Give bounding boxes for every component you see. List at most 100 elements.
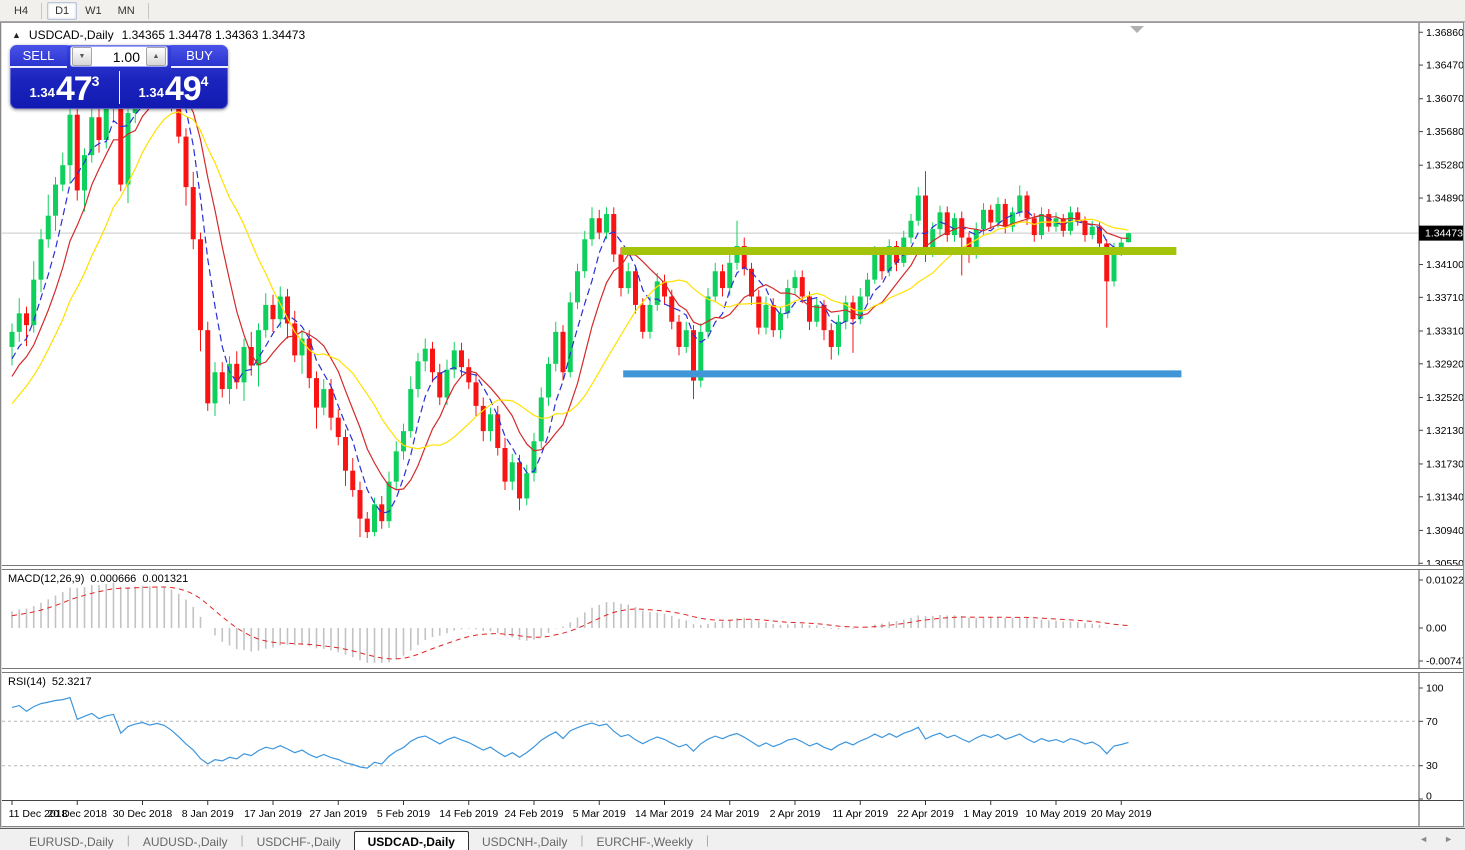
macd-value-signal: 0.001321 <box>142 573 189 585</box>
candlestick <box>1046 214 1052 227</box>
candlestick <box>1089 226 1095 236</box>
candlestick <box>807 296 812 322</box>
candlestick <box>923 195 928 252</box>
candlestick <box>321 389 327 408</box>
buy-button[interactable]: BUY <box>171 45 228 68</box>
candlestick <box>720 271 725 289</box>
candlestick <box>9 331 15 347</box>
rsi-name: RSI(14) <box>8 676 46 688</box>
candlestick <box>749 268 754 297</box>
candlestick <box>988 209 994 223</box>
sell-button[interactable]: SELL <box>10 45 67 68</box>
candlestick <box>756 296 762 328</box>
tab-eurchf-weekly[interactable]: EURCHF-,Weekly <box>596 835 693 849</box>
candlestick <box>299 338 305 356</box>
candlestick <box>379 504 385 522</box>
date-axis-label: 20 May 2019 <box>1091 808 1152 820</box>
price-axis-label: 1.33710 <box>1426 292 1463 304</box>
buy-price-display[interactable]: 1.34 49 4 <box>119 68 228 107</box>
tab-separator: | <box>240 832 244 847</box>
candlestick <box>502 447 508 482</box>
tab-usdchf-daily[interactable]: USDCHF-,Daily <box>256 835 341 849</box>
candlestick <box>727 262 733 289</box>
candlestick <box>1060 218 1066 231</box>
candlestick <box>560 331 566 373</box>
tab-audusd-daily[interactable]: AUDUSD-,Daily <box>142 835 228 849</box>
tab-usdcad-daily[interactable]: USDCAD-,Daily <box>353 831 469 850</box>
macd-indicator-pane: 0.010229 0.00 -0.007477 MACD(12,26,9) 0.00… <box>2 570 1463 668</box>
candlestick <box>524 473 530 499</box>
date-axis-label: 14 Mar 2019 <box>635 808 694 820</box>
tab-eurusd-daily[interactable]: EURUSD-,Daily <box>29 835 114 849</box>
candlestick <box>821 304 827 331</box>
macd-chart-canvas[interactable]: 0.010229 0.00 -0.007477 <box>2 570 1463 668</box>
date-axis-label: 30 Dec 2018 <box>113 808 173 820</box>
candlestick <box>908 220 914 238</box>
volume-decrease-button[interactable]: ▼ <box>72 47 92 66</box>
candlestick <box>343 437 348 471</box>
timeframe-button-mn[interactable]: MN <box>117 4 135 17</box>
candlestick <box>785 288 791 314</box>
candlestick <box>981 209 986 230</box>
candlestick <box>778 313 783 331</box>
price-axis-label: 1.35680 <box>1426 126 1463 138</box>
candlestick <box>328 389 334 418</box>
timeframe-button-d1[interactable]: D1 <box>47 1 78 20</box>
candlestick <box>538 397 544 442</box>
candlestick <box>604 214 609 233</box>
pane-splitter[interactable] <box>2 565 1463 570</box>
date-axis-label: 14 Feb 2019 <box>439 808 498 820</box>
sell-price-display[interactable]: 1.34 47 3 <box>10 68 119 107</box>
candlestick <box>770 304 776 331</box>
candlestick <box>480 405 486 432</box>
candlestick <box>850 302 856 320</box>
candlestick <box>799 277 805 297</box>
candlestick <box>67 114 73 166</box>
candlestick <box>60 165 66 185</box>
candlestick <box>38 239 44 280</box>
candlestick <box>647 304 653 332</box>
sell-price-small: 1.34 <box>29 85 55 100</box>
tab-usdcnh-daily[interactable]: USDCNH-,Daily <box>481 835 568 849</box>
candlestick <box>415 361 421 390</box>
rsi-chart-canvas[interactable]: 100 70 30 0 <box>2 673 1463 800</box>
macd-axis-label: -0.007477 <box>1426 656 1463 668</box>
candlestick <box>1111 249 1117 282</box>
candlestick <box>488 414 493 432</box>
date-axis-label: 20 Dec 2018 <box>47 808 107 820</box>
rsi-indicator-pane: 100 70 30 0 RSI(14) 52.3217 <box>2 673 1463 800</box>
candlestick <box>125 113 131 185</box>
candlestick <box>227 363 232 390</box>
candlestick <box>183 136 189 188</box>
candlestick <box>509 462 515 482</box>
price-axis-label: 1.31730 <box>1426 458 1463 470</box>
timeframe-button-h4[interactable]: H4 <box>14 4 29 17</box>
price-chart-canvas[interactable]: 1.36860 1.36470 1.36070 1.35680 1.35280 1.348… <box>2 23 1463 565</box>
price-axis-label: 1.34890 <box>1426 193 1463 205</box>
candlestick <box>582 239 588 272</box>
candlestick <box>836 321 841 347</box>
sell-price-sup: 3 <box>91 73 100 89</box>
volume-input[interactable]: 1.00 <box>112 48 140 65</box>
candlestick <box>89 117 95 156</box>
candlestick <box>372 504 377 533</box>
macd-value-main: 0.000666 <box>90 573 137 585</box>
candlestick <box>45 215 51 240</box>
candlestick <box>314 378 319 408</box>
timeframe-button-w1[interactable]: W1 <box>85 4 102 17</box>
tab-scroll-right-icon[interactable]: ► <box>1444 834 1453 844</box>
one-click-panel-toggle-icon[interactable]: ▲ <box>12 30 21 40</box>
candlestick <box>625 271 631 289</box>
candlestick <box>1097 226 1102 244</box>
tab-scroll-left-icon[interactable]: ◄ <box>1419 834 1429 844</box>
pane-splitter[interactable] <box>2 668 1463 673</box>
volume-increase-button[interactable]: ▲ <box>146 47 166 66</box>
candlestick <box>74 114 80 191</box>
candlestick <box>1010 212 1015 227</box>
moving-average-9 <box>11 91 1129 491</box>
rsi-axis-label: 30 <box>1426 760 1438 772</box>
buy-price-sup: 4 <box>200 73 209 89</box>
candlestick <box>915 195 921 221</box>
date-axis-label: 11 Apr 2019 <box>832 808 888 820</box>
